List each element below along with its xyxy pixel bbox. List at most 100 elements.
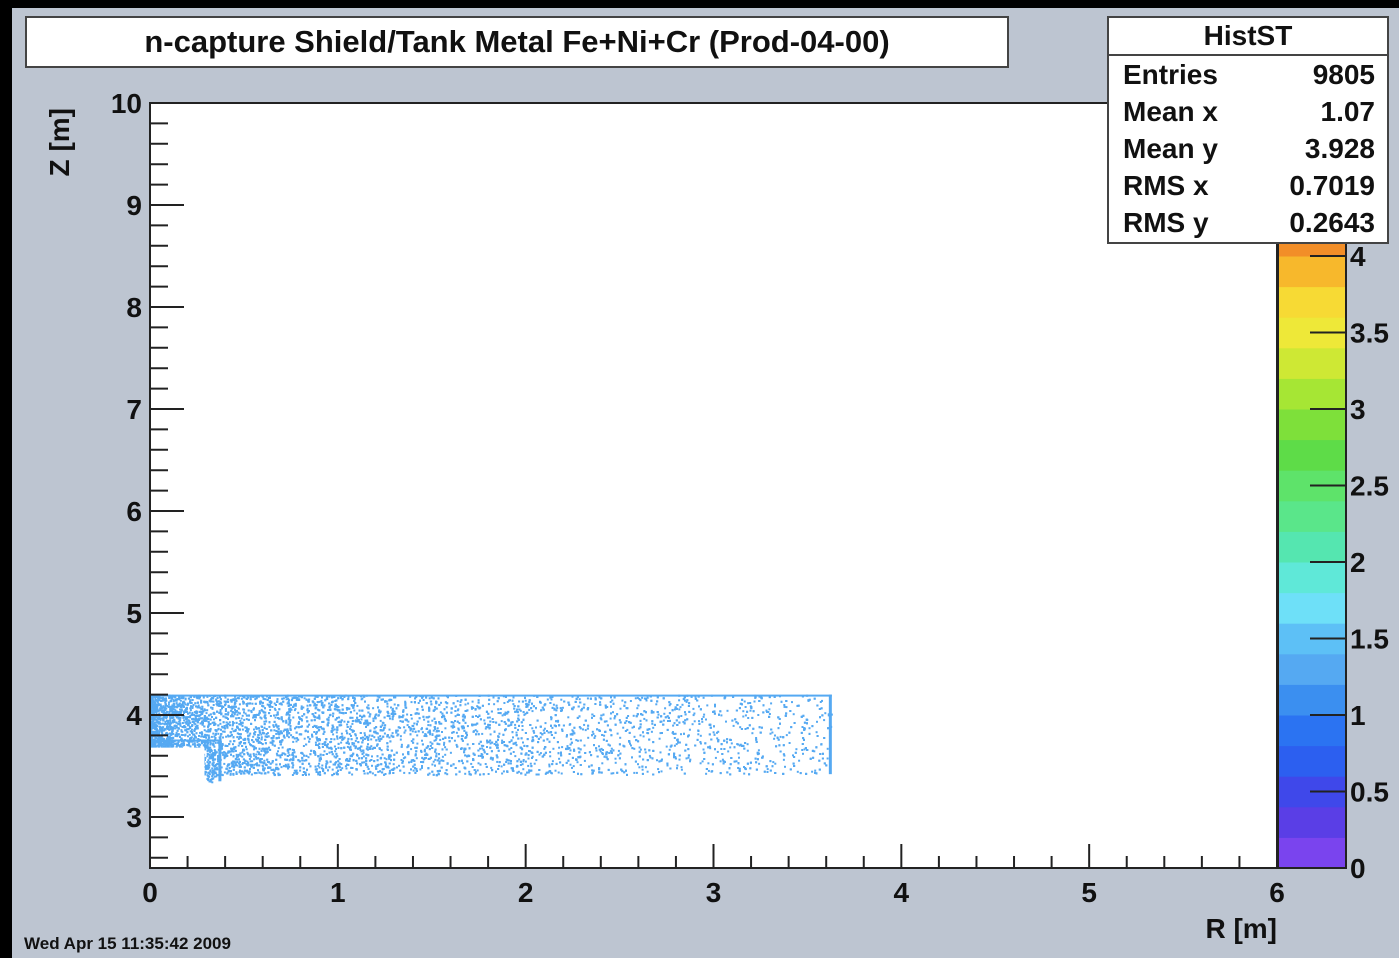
heatmap-cell bbox=[388, 728, 391, 731]
heatmap-cell bbox=[550, 716, 552, 719]
heatmap-cell bbox=[826, 747, 829, 750]
heatmap-cell bbox=[331, 727, 334, 730]
heatmap-cell bbox=[758, 762, 761, 765]
heatmap-cell bbox=[224, 701, 227, 704]
heatmap-cell bbox=[206, 709, 209, 712]
heatmap-cell bbox=[206, 702, 209, 705]
heatmap-cell bbox=[386, 715, 389, 717]
heatmap-cell bbox=[638, 746, 641, 749]
heatmap-cell bbox=[382, 722, 385, 724]
heatmap-cell bbox=[672, 724, 675, 727]
heatmap-cell bbox=[770, 702, 773, 705]
heatmap-cell bbox=[699, 742, 702, 745]
heatmap-cell bbox=[228, 721, 231, 724]
heatmap-cell bbox=[824, 712, 827, 715]
heatmap-cell bbox=[208, 753, 211, 756]
heatmap-cell bbox=[552, 747, 555, 750]
heatmap-cell bbox=[352, 719, 355, 722]
heatmap-cell bbox=[206, 695, 209, 698]
heatmap-cell bbox=[638, 697, 641, 700]
heatmap-cell bbox=[160, 700, 163, 702]
heatmap-cell bbox=[229, 724, 231, 727]
heatmap-cell bbox=[168, 711, 171, 713]
heatmap-cell bbox=[383, 732, 386, 735]
heatmap-cell bbox=[500, 765, 503, 768]
heatmap-cell bbox=[732, 724, 735, 727]
heatmap-cell bbox=[328, 747, 331, 750]
heatmap-cell bbox=[644, 766, 647, 769]
heatmap-cell bbox=[526, 705, 529, 708]
heatmap-cell bbox=[479, 747, 482, 750]
heatmap-cell bbox=[796, 704, 799, 707]
heatmap-cell bbox=[444, 753, 447, 756]
heatmap-cell bbox=[170, 716, 173, 719]
heatmap-cell bbox=[811, 770, 814, 773]
heatmap-cell bbox=[441, 755, 444, 758]
heatmap-cell bbox=[319, 756, 322, 759]
heatmap-cell bbox=[371, 772, 374, 775]
heatmap-cell bbox=[203, 729, 206, 732]
heatmap-cell bbox=[703, 713, 706, 716]
heatmap-cell bbox=[481, 747, 484, 750]
heatmap-cell bbox=[646, 732, 649, 734]
heatmap-cell bbox=[742, 710, 745, 713]
heatmap-cell bbox=[278, 773, 281, 776]
heatmap-cell bbox=[458, 722, 461, 725]
heatmap-cell bbox=[481, 753, 484, 756]
heatmap-cell bbox=[292, 740, 295, 743]
heatmap-cell bbox=[773, 737, 776, 740]
heatmap-cell bbox=[159, 705, 162, 708]
heatmap-cell bbox=[727, 750, 730, 753]
heatmap-cell bbox=[383, 757, 386, 760]
heatmap-cell bbox=[334, 750, 337, 753]
heatmap-cell bbox=[402, 760, 404, 763]
heatmap-cell bbox=[258, 710, 261, 713]
heatmap-cell bbox=[354, 734, 357, 737]
heatmap-cell bbox=[515, 731, 518, 734]
heatmap-cell bbox=[252, 752, 255, 755]
heatmap-cell bbox=[619, 736, 622, 739]
heatmap-cell bbox=[350, 734, 352, 737]
heatmap-cell bbox=[486, 716, 489, 719]
heatmap-cell bbox=[527, 757, 530, 760]
heatmap-cell bbox=[572, 765, 575, 768]
heatmap-cell bbox=[712, 731, 715, 734]
heatmap-cell bbox=[181, 722, 184, 724]
heatmap-cell bbox=[599, 701, 602, 704]
heatmap-cell bbox=[674, 732, 677, 735]
heatmap-cell bbox=[306, 704, 309, 707]
heatmap-cell bbox=[343, 720, 346, 723]
heatmap-cell bbox=[238, 753, 240, 756]
heatmap-cell bbox=[471, 700, 474, 703]
heatmap-cell bbox=[317, 773, 320, 776]
heatmap-cell bbox=[379, 719, 382, 722]
heatmap-cell bbox=[266, 703, 269, 706]
heatmap-cell bbox=[827, 714, 830, 717]
heatmap-cell bbox=[614, 757, 617, 760]
heatmap-cell bbox=[353, 742, 356, 745]
heatmap-cell bbox=[751, 732, 754, 735]
heatmap-cell bbox=[801, 726, 804, 728]
heatmap-cell bbox=[808, 727, 811, 730]
heatmap-cell bbox=[375, 713, 378, 716]
heatmap-cell bbox=[344, 765, 347, 768]
heatmap-cell bbox=[154, 715, 157, 718]
heatmap-cell bbox=[275, 766, 278, 769]
heatmap-cell bbox=[687, 756, 690, 759]
heatmap-cell bbox=[518, 758, 521, 761]
heatmap-cell bbox=[208, 747, 210, 750]
heatmap-cell bbox=[295, 740, 298, 743]
heatmap-cell bbox=[328, 695, 331, 698]
heatmap-cell bbox=[489, 757, 492, 760]
heatmap-cell bbox=[514, 723, 517, 726]
heatmap-cell bbox=[455, 731, 458, 734]
heatmap-cell bbox=[761, 756, 764, 759]
heatmap-cell bbox=[194, 746, 197, 749]
heatmap-cell bbox=[198, 734, 200, 737]
heatmap-cell bbox=[629, 742, 631, 745]
heatmap-cell bbox=[761, 755, 764, 758]
heatmap-cell bbox=[721, 758, 724, 761]
heatmap-cell bbox=[451, 726, 454, 729]
heatmap-cell bbox=[457, 728, 460, 731]
heatmap-cell bbox=[257, 734, 260, 736]
